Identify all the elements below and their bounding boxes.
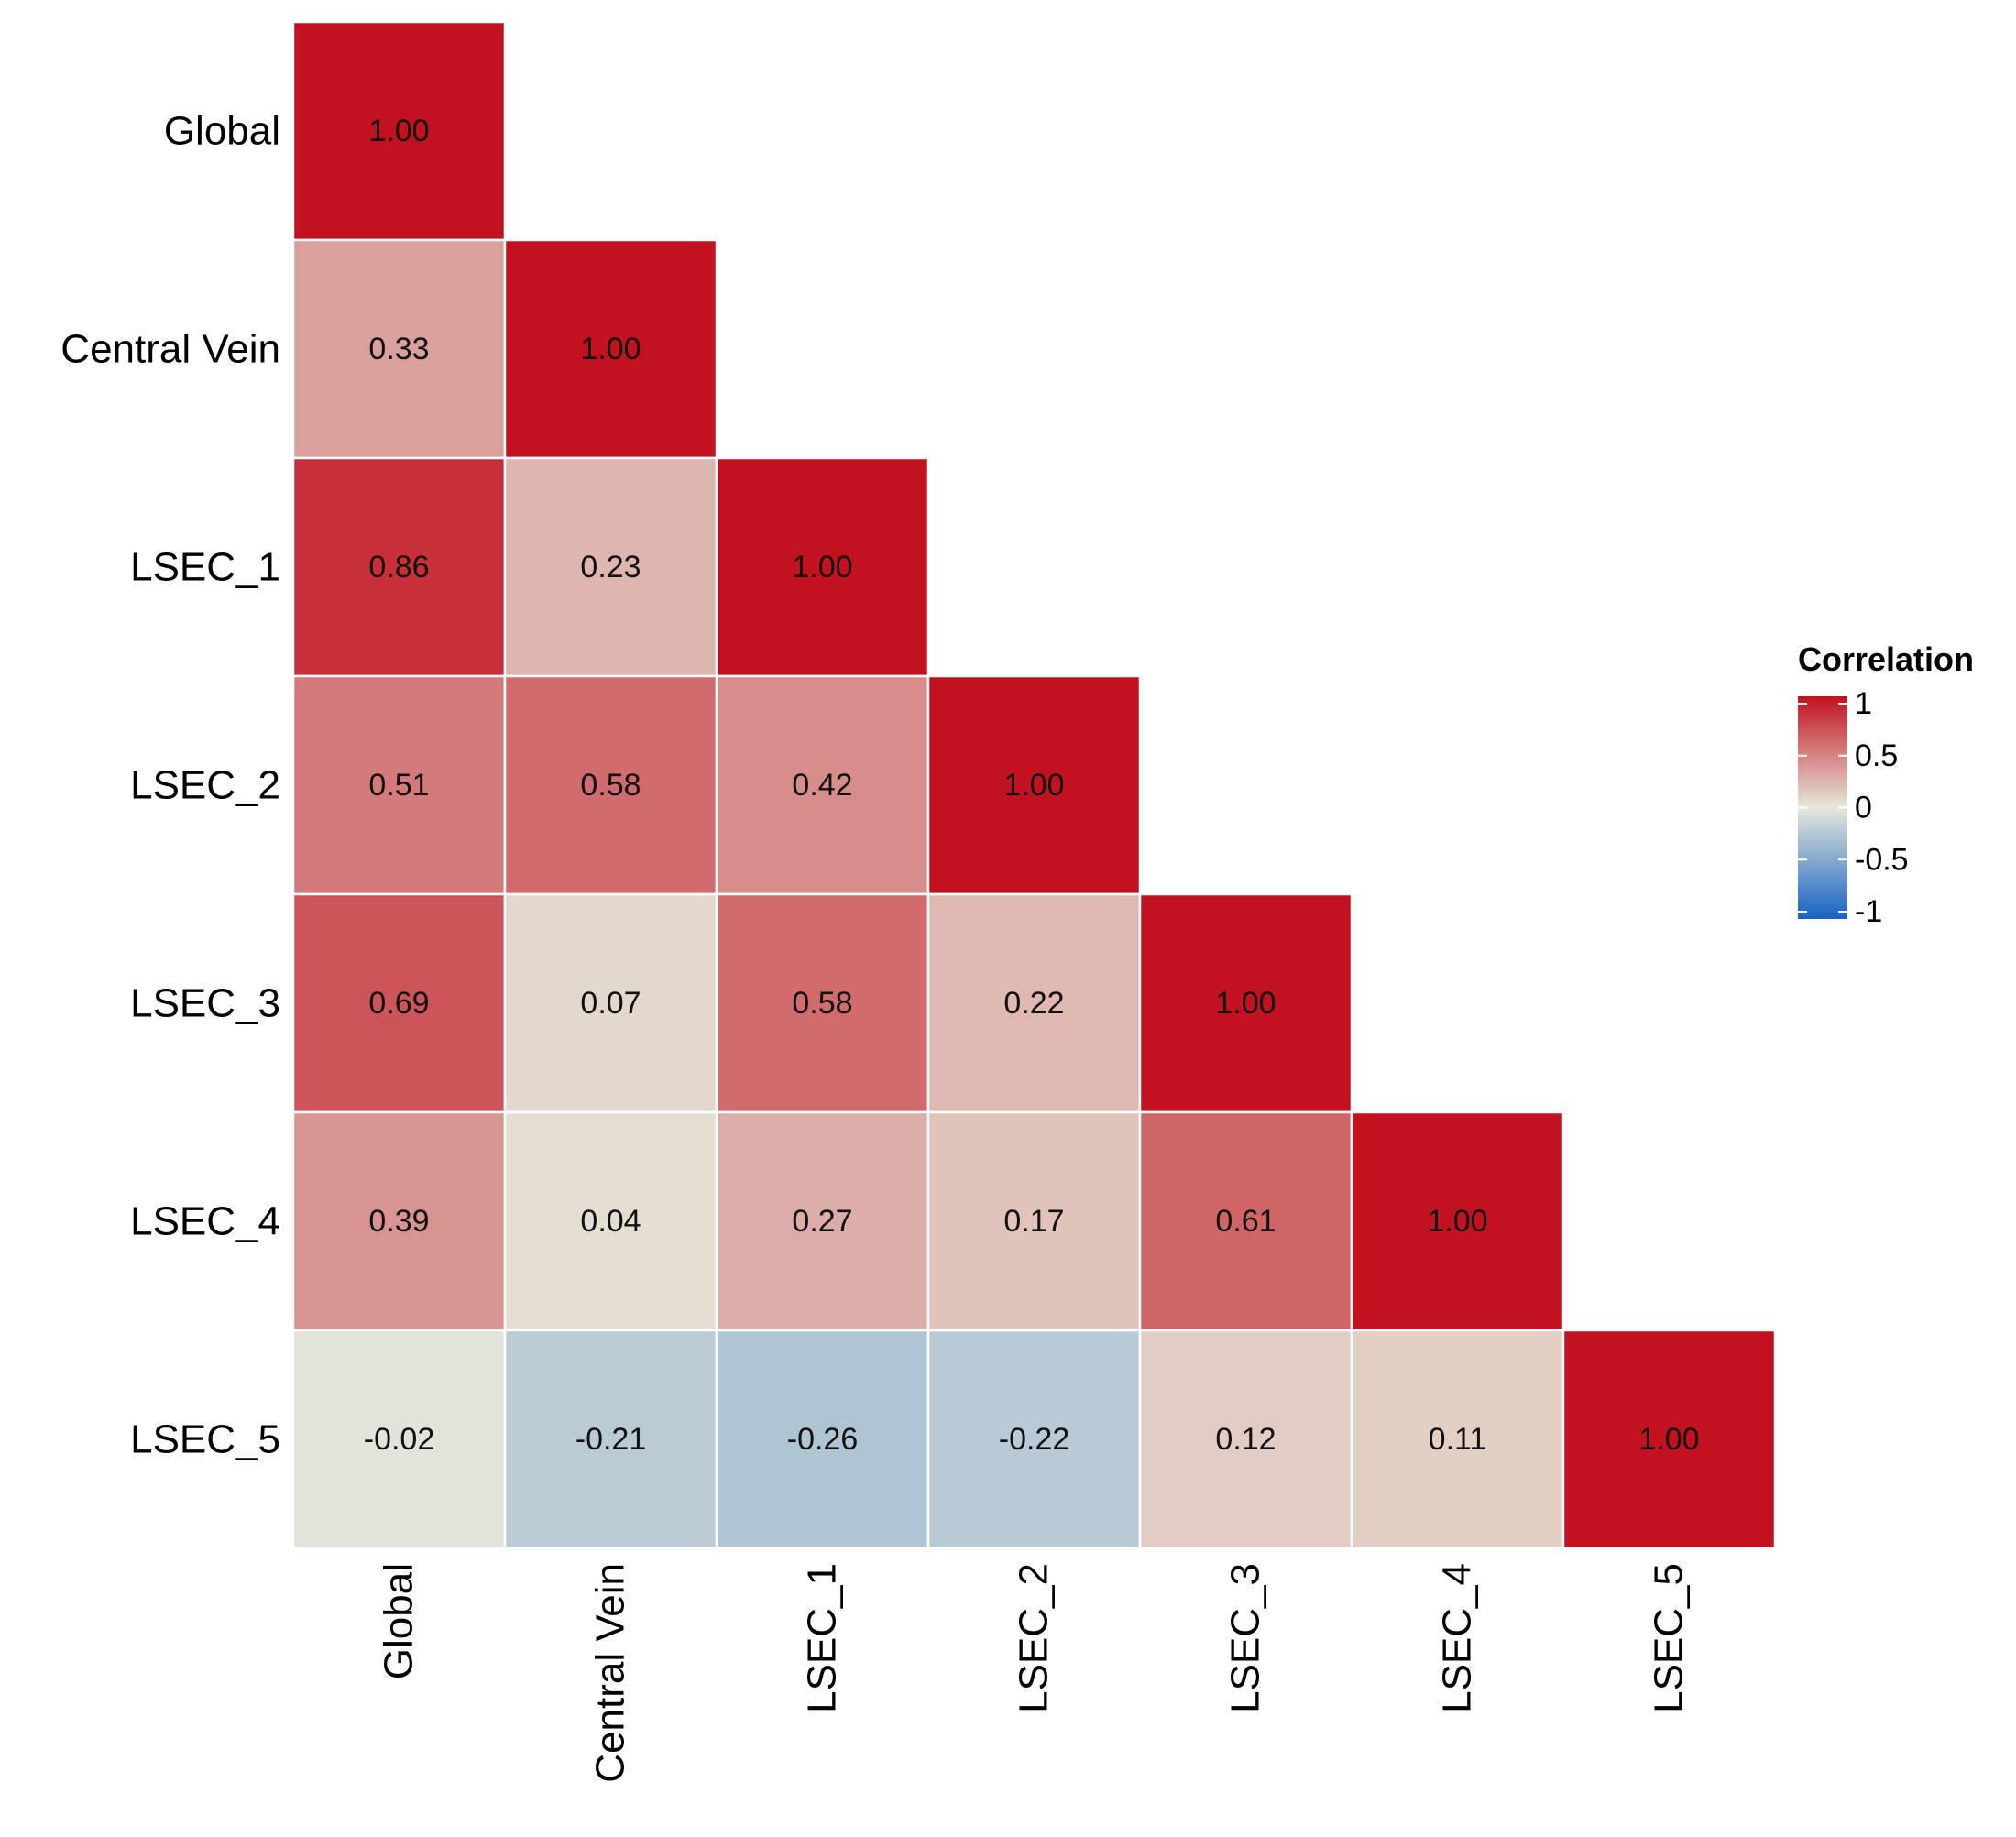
heatmap-cell-lsec-4-lsec-2	[926, 1110, 1142, 1332]
cell-value-label-lsec-3-central-vein: 0.07	[580, 986, 641, 1021]
cell-value-label-lsec-5-lsec-5: 1.00	[1638, 1422, 1699, 1457]
cell-value-label-lsec-5-lsec-2: -0.22	[999, 1422, 1070, 1457]
legend-tick-label: -0.5	[1855, 842, 1909, 877]
cell-value-label-lsec-1-lsec-1: 1.00	[792, 550, 852, 585]
heatmap-cell-lsec-5-central-vein	[503, 1329, 718, 1550]
x-axis-label-lsec-1: LSEC_1	[800, 1563, 845, 1713]
cell-value-label-central-vein-global: 0.33	[368, 332, 429, 366]
cell-value-label-lsec-4-global: 0.39	[368, 1204, 429, 1239]
heatmap-cell-lsec-5-global	[291, 1329, 507, 1550]
cell-value-label-lsec-5-lsec-1: -0.26	[787, 1422, 859, 1457]
heatmap-cell-lsec-4-lsec-4	[1350, 1110, 1565, 1332]
heatmap-cell-lsec-1-global	[291, 456, 507, 678]
x-axis-label-lsec-2: LSEC_2	[1012, 1563, 1057, 1713]
cell-value-label-lsec-1-global: 0.86	[368, 550, 429, 585]
cell-value-label-lsec-3-lsec-3: 1.00	[1215, 986, 1276, 1021]
heatmap-cell-global-global	[291, 20, 507, 242]
cell-value-label-lsec-2-global: 0.51	[368, 768, 429, 803]
legend-tick-label: 1	[1855, 686, 1872, 721]
x-axis-label-central-vein: Central Vein	[588, 1563, 633, 1783]
cell-value-label-lsec-4-lsec-2: 0.17	[1003, 1204, 1064, 1239]
heatmap-cell-central-vein-global	[291, 238, 507, 460]
x-axis-labels: Global Central Vein LSEC_1 LSEC_2 LSEC_3 LSEC…	[377, 1563, 1692, 1783]
cell-value-label-lsec-4-lsec-3: 0.61	[1215, 1204, 1276, 1239]
cell-value-label-lsec-2-lsec-2: 1.00	[1003, 768, 1064, 803]
y-axis-label-lsec-2: LSEC_2	[130, 763, 280, 808]
cell-value-label-lsec-2-central-vein: 0.58	[580, 768, 641, 803]
heatmap-cell-lsec-5-lsec-4	[1350, 1329, 1565, 1550]
heatmap-cell-lsec-3-lsec-1	[715, 892, 930, 1114]
cell-value-label-lsec-5-central-vein: -0.21	[575, 1422, 647, 1457]
x-axis-label-lsec-4: LSEC_4	[1435, 1563, 1480, 1713]
cell-value-label-lsec-5-lsec-3: 0.12	[1215, 1422, 1276, 1457]
cell-value-label-lsec-3-lsec-1: 0.58	[792, 986, 852, 1021]
cell-value-label-lsec-4-lsec-4: 1.00	[1427, 1204, 1487, 1239]
heatmap-cell-lsec-2-lsec-2	[926, 674, 1142, 896]
y-axis-label-global: Global	[164, 109, 280, 154]
heatmap-cell-lsec-4-lsec-1	[715, 1110, 930, 1332]
cell-value-label-lsec-5-global: -0.02	[364, 1422, 435, 1457]
x-axis-label-global: Global	[377, 1563, 422, 1679]
y-axis-label-lsec-1: LSEC_1	[130, 545, 280, 590]
heatmap-cells: 1.00 0.33 1.00 0.86 0.23 1.00 0.51 0.58 0.42 1.00…	[291, 20, 1777, 1550]
legend-tick-label: 0.5	[1855, 738, 1898, 773]
y-axis-label-central-vein: Central Vein	[60, 327, 280, 372]
cell-value-label-central-vein-central-vein: 1.00	[580, 332, 641, 366]
legend-title: Correlation	[1798, 640, 1974, 678]
legend: Correlation 1 0.5 0 -0.5 -1	[1798, 640, 1974, 929]
heatmap-cell-lsec-5-lsec-5	[1561, 1329, 1777, 1550]
x-axis-label-lsec-5: LSEC_5	[1647, 1563, 1692, 1713]
heatmap-cell-lsec-2-central-vein	[503, 674, 718, 896]
heatmap-cell-lsec-3-lsec-3	[1138, 892, 1353, 1114]
y-axis-label-lsec-5: LSEC_5	[130, 1417, 280, 1462]
heatmap-cell-lsec-4-central-vein	[503, 1110, 718, 1332]
y-axis-label-lsec-3: LSEC_3	[130, 981, 280, 1026]
cell-value-label-lsec-3-global: 0.69	[368, 986, 429, 1021]
heatmap-cell-lsec-4-global	[291, 1110, 507, 1332]
legend-tick-label: 0	[1855, 791, 1872, 826]
heatmap-cell-lsec-3-lsec-2	[926, 892, 1142, 1114]
cell-value-label-lsec-4-central-vein: 0.04	[580, 1204, 641, 1239]
legend-tick-label: -1	[1855, 894, 1882, 929]
heatmap-cell-lsec-5-lsec-2	[926, 1329, 1142, 1550]
cell-value-label-lsec-3-lsec-2: 0.22	[1003, 986, 1064, 1021]
cell-value-label-lsec-5-lsec-4: 0.11	[1429, 1422, 1487, 1457]
heatmap-cell-lsec-4-lsec-3	[1138, 1110, 1353, 1332]
heatmap-cell-central-vein-central-vein	[503, 238, 718, 460]
heatmap-cell-lsec-3-central-vein	[503, 892, 718, 1114]
cell-value-label-lsec-2-lsec-1: 0.42	[792, 768, 852, 803]
cell-value-label-lsec-4-lsec-1: 0.27	[792, 1204, 852, 1239]
y-axis-labels: Global Central Vein LSEC_1 LSEC_2 LSEC_3 LSEC…	[60, 109, 280, 1462]
x-axis-label-lsec-3: LSEC_3	[1223, 1563, 1268, 1713]
legend-ticks: 1 0.5 0 -0.5 -1	[1798, 686, 1909, 929]
y-axis-label-lsec-4: LSEC_4	[130, 1199, 280, 1244]
heatmap-cell-lsec-1-central-vein	[503, 456, 718, 678]
heatmap-cell-lsec-1-lsec-1	[715, 456, 930, 678]
cell-value-label-global-global: 1.00	[368, 114, 429, 148]
cell-value-label-lsec-1-central-vein: 0.23	[580, 550, 641, 585]
